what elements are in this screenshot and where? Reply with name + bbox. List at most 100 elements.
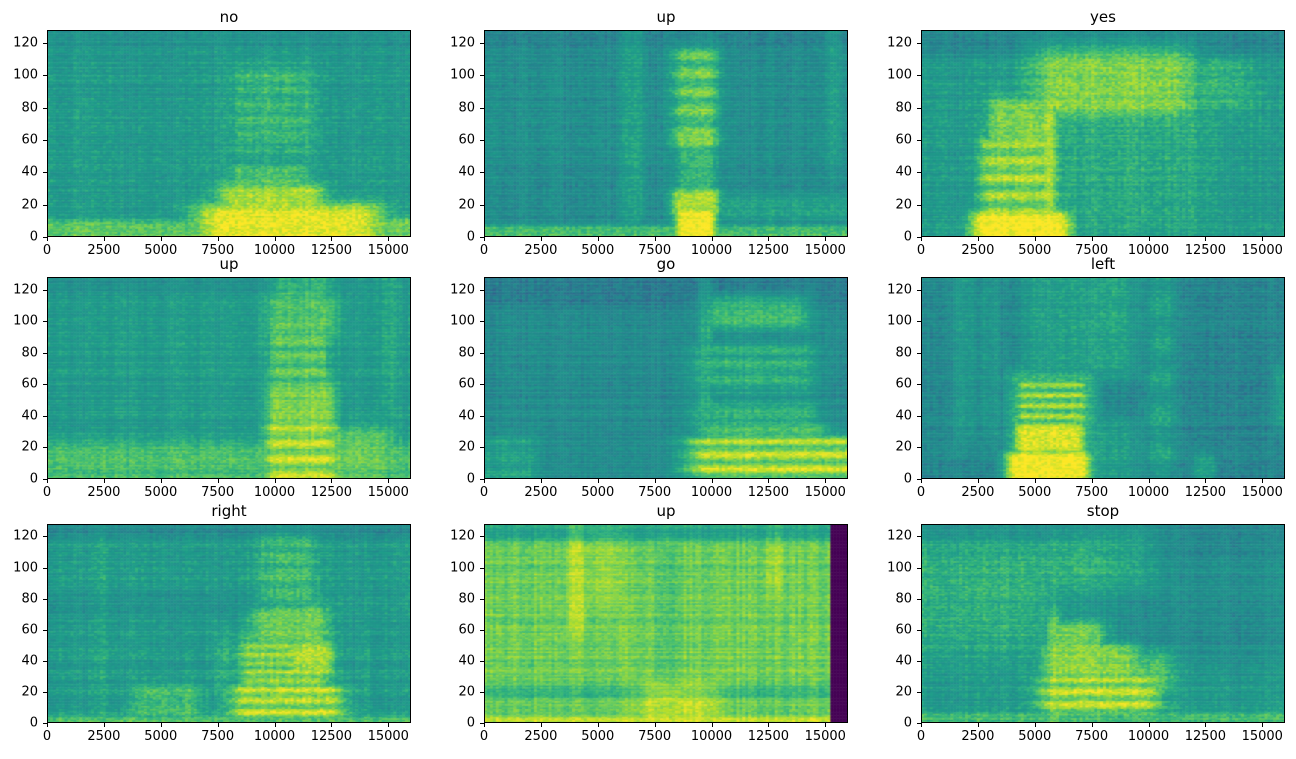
spectrogram-image	[47, 524, 411, 723]
y-tick-label: 120	[450, 35, 475, 51]
x-tick-label: 0	[42, 729, 52, 744]
x-tick-label: 10000	[253, 729, 296, 744]
x-tick-label: 12500	[1184, 485, 1227, 500]
x-tick-label: 15000	[367, 729, 409, 744]
y-tick-label: 100	[887, 67, 912, 83]
x-tick	[103, 237, 105, 241]
y-tick	[480, 384, 484, 386]
y-tick	[917, 107, 921, 109]
y-tick	[43, 598, 47, 600]
x-tick	[331, 723, 333, 727]
x-tick	[825, 723, 827, 727]
x-tick-label: 10000	[690, 485, 733, 500]
y-tick-label: 40	[895, 653, 912, 669]
y-tick-label: 80	[895, 100, 912, 116]
x-tick	[977, 479, 979, 483]
y-tick	[43, 567, 47, 569]
y-tick	[480, 289, 484, 291]
x-tick-label: 10000	[1127, 485, 1170, 500]
x-tick	[103, 723, 105, 727]
x-tick-label: 0	[916, 243, 926, 258]
x-tick-label: 0	[479, 485, 489, 500]
y-tick-label: 0	[466, 229, 475, 245]
x-tick-label: 2500	[961, 729, 995, 744]
x-tick	[1148, 723, 1150, 727]
x-tick-label: 7500	[201, 729, 235, 744]
x-tick-label: 0	[42, 485, 52, 500]
axes-frame	[47, 30, 411, 237]
subplot-title: no	[219, 8, 239, 26]
x-tick-label: 15000	[804, 485, 846, 500]
x-tick-label: 5000	[1018, 729, 1052, 744]
x-tick-label: 12500	[310, 485, 353, 500]
y-tick-label: 60	[21, 622, 38, 638]
y-tick-label: 0	[903, 471, 912, 487]
x-tick	[1262, 723, 1264, 727]
x-tick	[274, 723, 276, 727]
y-tick-label: 20	[895, 439, 912, 455]
y-tick-label: 0	[29, 229, 38, 245]
y-tick-label: 80	[458, 591, 475, 607]
x-tick	[160, 237, 162, 241]
x-tick	[331, 479, 333, 483]
x-tick-label: 15000	[804, 729, 846, 744]
y-tick	[480, 237, 484, 238]
x-tick-label: 12500	[310, 243, 353, 258]
spectrogram-image	[921, 277, 1285, 479]
y-tick	[43, 107, 47, 109]
x-tick	[977, 723, 979, 727]
y-tick	[43, 42, 47, 44]
x-tick	[1205, 479, 1207, 483]
x-tick	[921, 723, 922, 727]
x-tick-label: 12500	[1184, 243, 1227, 258]
y-tick-label: 20	[21, 684, 38, 700]
y-tick-label: 100	[13, 560, 38, 576]
y-tick-label: 100	[450, 67, 475, 83]
x-tick	[217, 237, 219, 241]
x-tick-label: 10000	[1127, 243, 1170, 258]
axes-frame	[921, 524, 1285, 723]
y-tick	[917, 536, 921, 538]
y-tick	[917, 289, 921, 291]
y-tick	[43, 447, 47, 449]
x-tick-label: 7500	[638, 729, 672, 744]
axes-frame	[484, 524, 848, 723]
y-tick	[480, 75, 484, 77]
x-tick	[768, 479, 770, 483]
y-tick-label: 40	[458, 408, 475, 424]
x-tick-label: 5000	[581, 485, 615, 500]
y-tick-label: 0	[466, 715, 475, 731]
y-tick	[917, 691, 921, 693]
axes-frame	[47, 277, 411, 479]
y-tick	[480, 139, 484, 141]
x-tick-label: 7500	[638, 243, 672, 258]
x-tick-label: 7500	[201, 243, 235, 258]
x-tick-label: 5000	[1018, 485, 1052, 500]
y-tick-label: 20	[895, 197, 912, 213]
x-tick	[825, 237, 827, 241]
y-tick	[917, 352, 921, 354]
y-tick-label: 40	[895, 164, 912, 180]
y-tick-label: 60	[458, 132, 475, 148]
x-tick-label: 12500	[747, 729, 790, 744]
x-tick	[484, 237, 485, 241]
x-tick	[977, 237, 979, 241]
x-tick-label: 10000	[253, 243, 296, 258]
x-tick-label: 0	[479, 729, 489, 744]
x-tick	[768, 723, 770, 727]
x-tick-label: 5000	[581, 729, 615, 744]
x-tick	[47, 479, 48, 483]
x-tick	[768, 237, 770, 241]
y-tick	[917, 237, 921, 238]
x-tick	[597, 723, 599, 727]
x-tick-label: 7500	[638, 485, 672, 500]
x-tick-label: 0	[479, 243, 489, 258]
x-tick-label: 10000	[1127, 729, 1170, 744]
spectrogram-image	[47, 277, 411, 479]
x-tick	[711, 723, 713, 727]
axes-frame	[484, 30, 848, 237]
x-tick	[274, 237, 276, 241]
x-tick-label: 5000	[144, 729, 178, 744]
spectrogram-image	[47, 30, 411, 237]
